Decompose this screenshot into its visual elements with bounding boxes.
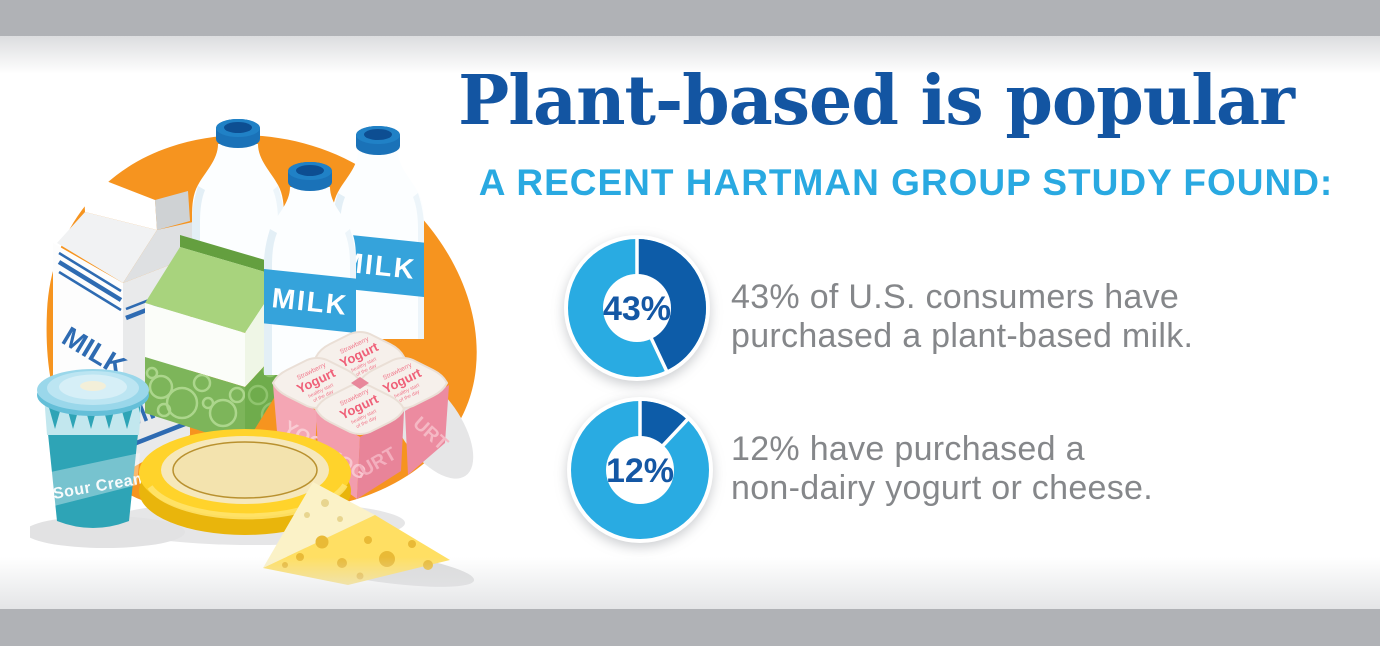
sour-cream-tub: Sour Cream: [37, 369, 149, 528]
yogurt-four-pack: Strawberry Yogurt healthy start of the d…: [271, 331, 452, 499]
donut-chart-non-dairy-yogurt-cheese: 12%: [567, 397, 713, 543]
milk-bottle-center: MILK: [264, 162, 356, 375]
stat-caption-line: 12% have purchased a: [731, 430, 1085, 468]
page-subtitle: A RECENT HARTMAN GROUP STUDY FOUND:: [478, 162, 1334, 203]
top-bar: [0, 0, 1380, 36]
green-carton-pattern: [145, 366, 245, 428]
donut-hole: [606, 436, 674, 504]
yogurt-center-diamond: [351, 377, 369, 389]
bottom-bar-shadow: [0, 557, 1380, 609]
stat-caption-line: non-dairy yogurt or cheese.: [731, 469, 1153, 507]
stat-caption-line: 43% of U.S. consumers have: [731, 278, 1180, 316]
yogurt-cup-right-body: [405, 385, 449, 475]
donut-hole: [603, 274, 671, 342]
page-title: Plant-based is popular: [458, 61, 1295, 141]
stat-caption-line: purchased a plant-based milk.: [731, 317, 1194, 355]
donut-chart-plant-based-milk: 43%: [564, 235, 710, 381]
milk-bottle-center-label: MILK: [264, 268, 356, 334]
donut-percent-label: 12%: [606, 452, 674, 490]
top-bar-shadow: [0, 36, 1380, 74]
donut-percent-label: 43%: [603, 290, 671, 328]
stat-caption: 43% of U.S. consumers have purchased a p…: [731, 278, 1193, 356]
bottom-bar: [0, 609, 1380, 646]
stat-caption: 12% have purchased a non-dairy yogurt or…: [731, 430, 1153, 508]
yogurt-top-front: Strawberry Yogurt healthy start of the d…: [314, 383, 406, 435]
dairy-products-illustration: MILK MILK: [30, 95, 477, 587]
